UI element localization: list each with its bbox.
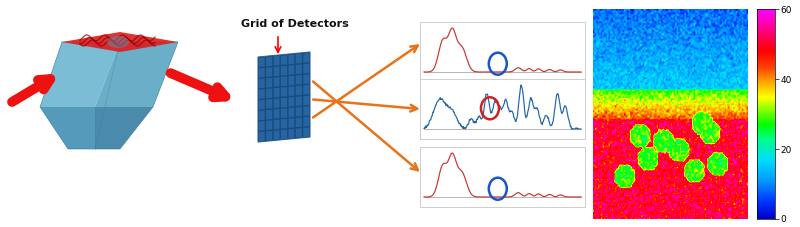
Polygon shape xyxy=(288,54,294,64)
Polygon shape xyxy=(288,107,294,117)
Polygon shape xyxy=(296,117,302,127)
Polygon shape xyxy=(62,32,178,52)
FancyBboxPatch shape xyxy=(420,79,585,139)
Polygon shape xyxy=(40,42,120,107)
Polygon shape xyxy=(288,86,294,96)
Polygon shape xyxy=(281,129,287,139)
Polygon shape xyxy=(274,98,280,108)
Polygon shape xyxy=(281,119,287,129)
Polygon shape xyxy=(288,118,294,128)
Polygon shape xyxy=(296,128,302,138)
Ellipse shape xyxy=(107,36,129,48)
Polygon shape xyxy=(274,119,280,129)
Polygon shape xyxy=(274,66,280,76)
Polygon shape xyxy=(274,130,280,140)
Polygon shape xyxy=(303,85,310,95)
Polygon shape xyxy=(258,132,265,141)
Polygon shape xyxy=(288,76,294,86)
Polygon shape xyxy=(303,74,310,84)
Polygon shape xyxy=(303,64,310,74)
Polygon shape xyxy=(274,77,280,87)
Polygon shape xyxy=(303,95,310,105)
Polygon shape xyxy=(296,107,302,117)
FancyBboxPatch shape xyxy=(420,147,585,207)
Text: Grid of Detectors: Grid of Detectors xyxy=(241,19,349,29)
Polygon shape xyxy=(258,110,265,120)
Polygon shape xyxy=(266,99,272,109)
Polygon shape xyxy=(281,76,287,86)
Polygon shape xyxy=(281,98,287,107)
Polygon shape xyxy=(288,129,294,139)
Polygon shape xyxy=(296,96,302,106)
Polygon shape xyxy=(266,78,272,88)
Polygon shape xyxy=(258,57,265,67)
Polygon shape xyxy=(266,120,272,130)
Polygon shape xyxy=(266,88,272,98)
Polygon shape xyxy=(296,64,302,74)
Polygon shape xyxy=(266,67,272,77)
Polygon shape xyxy=(274,109,280,119)
Polygon shape xyxy=(274,56,280,66)
Polygon shape xyxy=(258,121,265,131)
Polygon shape xyxy=(303,117,310,127)
Polygon shape xyxy=(266,131,272,141)
FancyBboxPatch shape xyxy=(420,22,585,82)
Polygon shape xyxy=(303,53,310,63)
Polygon shape xyxy=(258,89,265,99)
Polygon shape xyxy=(281,87,287,97)
Polygon shape xyxy=(303,106,310,116)
Polygon shape xyxy=(281,66,287,76)
Polygon shape xyxy=(288,65,294,75)
Polygon shape xyxy=(266,57,272,67)
Polygon shape xyxy=(95,107,153,149)
Polygon shape xyxy=(95,42,178,107)
Polygon shape xyxy=(258,68,265,78)
Polygon shape xyxy=(258,52,310,142)
Polygon shape xyxy=(258,100,265,110)
Polygon shape xyxy=(274,88,280,98)
Polygon shape xyxy=(296,75,302,85)
Polygon shape xyxy=(40,107,95,149)
Polygon shape xyxy=(303,127,310,137)
Polygon shape xyxy=(296,54,302,64)
Polygon shape xyxy=(281,108,287,118)
Polygon shape xyxy=(288,97,294,107)
Polygon shape xyxy=(296,86,302,95)
Polygon shape xyxy=(266,110,272,120)
Polygon shape xyxy=(281,55,287,65)
Polygon shape xyxy=(258,79,265,88)
